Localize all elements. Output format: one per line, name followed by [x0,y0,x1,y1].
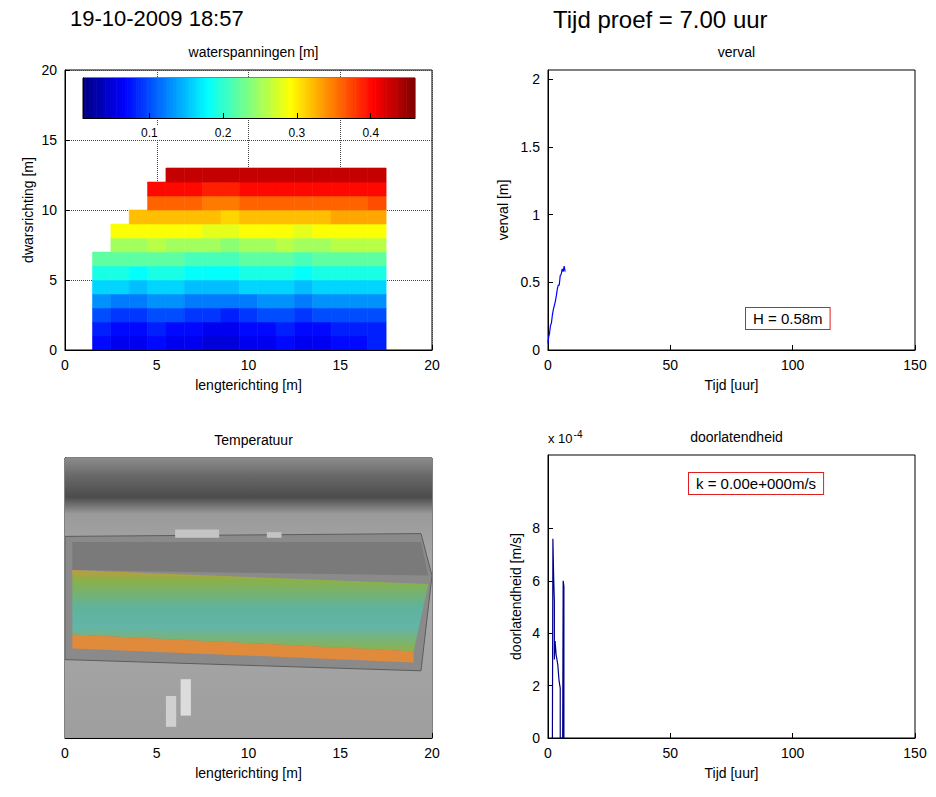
svg-text:lengterichting [m]: lengterichting [m] [195,765,302,781]
svg-text:15: 15 [332,357,348,373]
svg-text:Temperatuur: Temperatuur [214,432,293,448]
svg-text:0.2: 0.2 [215,126,232,140]
svg-text:lengterichting [m]: lengterichting [m] [195,377,302,393]
svg-text:waterspanningen [m]: waterspanningen [m] [188,44,319,60]
svg-text:x 10: x 10 [548,431,573,446]
svg-text:0: 0 [61,357,69,373]
svg-text:Tijd [uur]: Tijd [uur] [705,765,759,781]
svg-text:verval [m]: verval [m] [495,180,511,241]
svg-text:20: 20 [424,357,440,373]
svg-text:0.5: 0.5 [521,274,541,290]
svg-text:doorlatendheid: doorlatendheid [690,429,783,445]
svg-text:Tijd [uur]: Tijd [uur] [705,377,759,393]
svg-text:1: 1 [532,207,540,223]
svg-text:20: 20 [41,62,57,78]
svg-text:0.1: 0.1 [141,126,158,140]
svg-text:100: 100 [781,357,805,373]
svg-text:dwarsrichting [m]: dwarsrichting [m] [20,157,36,263]
svg-text:1.5: 1.5 [521,139,541,155]
svg-text:10: 10 [241,745,257,761]
svg-text:0: 0 [49,342,57,358]
svg-text:8: 8 [532,520,540,536]
svg-text:0.3: 0.3 [289,126,306,140]
svg-text:0: 0 [532,730,540,746]
svg-text:50: 50 [663,357,679,373]
svg-text:doorlatendheid [m/s]: doorlatendheid [m/s] [508,533,524,660]
svg-text:Tijd proef = 7.00 uur: Tijd proef = 7.00 uur [553,6,768,33]
svg-text:150: 150 [903,357,927,373]
svg-text:10: 10 [41,202,57,218]
svg-text:0: 0 [532,342,540,358]
svg-text:2: 2 [532,71,540,87]
svg-text:6: 6 [532,573,540,589]
svg-text:verval: verval [718,44,755,60]
svg-text:4: 4 [532,625,540,641]
svg-text:-4: -4 [574,429,583,440]
svg-text:0: 0 [544,357,552,373]
svg-text:15: 15 [41,132,57,148]
svg-text:20: 20 [424,745,440,761]
svg-text:0.4: 0.4 [362,126,379,140]
svg-text:10: 10 [241,357,257,373]
svg-text:5: 5 [153,745,161,761]
svg-text:100: 100 [781,745,805,761]
svg-text:0: 0 [544,745,552,761]
svg-text:50: 50 [663,745,679,761]
svg-text:0: 0 [61,745,69,761]
svg-text:150: 150 [903,745,927,761]
svg-text:k = 0.00e+000m/s: k = 0.00e+000m/s [696,475,816,492]
svg-text:2: 2 [532,678,540,694]
svg-text:5: 5 [49,272,57,288]
svg-text:5: 5 [153,357,161,373]
svg-text:15: 15 [332,745,348,761]
svg-text:H = 0.58m: H = 0.58m [753,310,823,327]
svg-text:19-10-2009 18:57: 19-10-2009 18:57 [70,6,244,31]
